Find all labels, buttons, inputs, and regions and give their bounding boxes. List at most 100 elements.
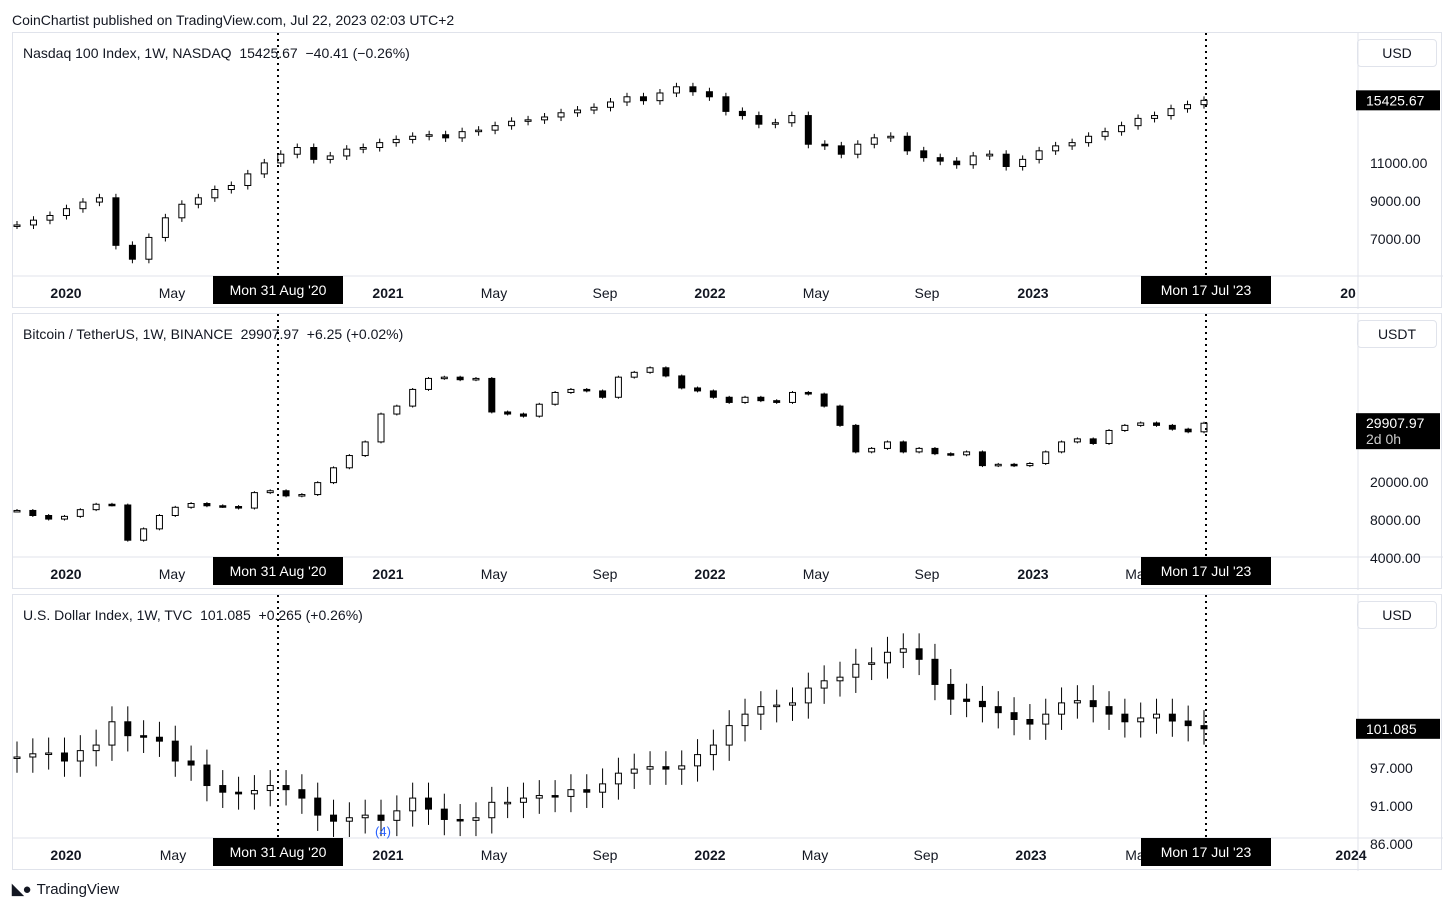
y-tick-label: 91.000 [1370,798,1413,814]
candle-body [29,219,37,226]
bitcoin-legend: Bitcoin / TetherUS, 1W, BINANCE 29907.97… [23,326,404,342]
candle-body [678,375,686,389]
candle-body [963,698,971,702]
candle-body [282,490,290,497]
candle-body [535,403,543,417]
candle-body [820,393,828,407]
candle-body [62,208,70,216]
bitcoin-chart-panel[interactable]: Bitcoin / TetherUS, 1W, BINANCE 29907.97… [12,313,1443,590]
candle-body [836,676,844,682]
candle-body [504,801,512,805]
candle-body [1184,104,1192,110]
candle-body [567,789,575,797]
candle-body [1026,718,1034,725]
x-tick-label: 2021 [372,847,403,863]
candle-body [76,509,84,517]
candle-body [852,424,860,453]
candle-body [266,785,274,792]
candle-body [298,494,306,497]
ideas-count-badge: (4) [375,824,391,839]
candle-body [915,648,923,660]
candle-body [440,808,448,820]
y-tick-label: 20000.00 [1370,474,1429,490]
candle-body [1151,115,1159,119]
last-price-tag [1356,413,1440,450]
nasdaq-chart-panel[interactable]: Nasdaq 100 Index, 1W, NASDAQ 15425.67 −4… [12,32,1443,309]
candle-body [1010,463,1018,467]
candle-body [709,744,717,756]
candle-body [1035,150,1043,160]
crosshair-date-tag [213,838,343,866]
last-price-tag [1356,718,1440,739]
candle-body [1118,125,1126,133]
x-tick-label: May [481,566,507,582]
candle-body [947,683,955,700]
candle-body [574,109,582,114]
crosshair-date-tag [1141,276,1271,304]
candle-body [883,651,891,664]
candle-body [393,810,401,821]
candle-body [630,371,638,378]
y-tick-label: 9000.00 [1370,193,1421,209]
candle-body [868,447,876,453]
crosshair-date-tag [213,557,343,585]
candle-body [409,797,417,812]
candle-body [551,391,559,405]
dxy-chart-panel[interactable]: U.S. Dollar Index, 1W, TVC 101.085 +0.26… [12,594,1443,871]
candle-body [29,509,37,517]
nasdaq-plot: 11000.00 9000.00 7000.00 2020 May Sep 2021 May S… [13,33,1443,309]
candle-body [694,387,702,392]
crosshair-date-label: Mon 31 Aug '20 [230,844,327,860]
candle-body [155,736,163,742]
x-tick-label: 20 [1340,285,1356,301]
x-tick-label: May [481,285,507,301]
candle-body [314,797,322,816]
candle-body [821,143,829,147]
candle-body [393,405,401,415]
x-tick-label: 2022 [694,847,725,863]
candle-body [630,768,638,774]
candle-body [1101,131,1109,137]
candle-body [440,376,448,380]
bitcoin-currency-button[interactable]: USDT [1357,320,1437,348]
crosshair-date-tag [213,276,343,304]
candle-body [266,490,274,494]
candle-body [583,388,591,392]
candle-body [607,101,614,108]
crosshair-date-label: Mon 17 Jul '23 [1161,563,1252,579]
candle-body [475,129,483,133]
x-tick-label: May [803,285,829,301]
candle-body [161,217,169,238]
candle-body [219,785,227,793]
x-tick-label: Sep [593,847,618,863]
x-tick-label: 2020 [50,566,81,582]
candle-body [1105,429,1113,444]
candle-body [343,148,351,157]
candle-body [689,86,697,93]
candle-body [994,706,1002,714]
candle-body [458,131,466,139]
candle-body [1184,720,1192,727]
dxy-currency-button[interactable]: USD [1357,601,1437,629]
last-price-label: 29907.97 [1366,415,1425,431]
candle-body [789,702,797,706]
candle-body [145,236,153,260]
candle-body [1200,422,1208,433]
candle-body [128,244,136,260]
candle-body [171,506,179,517]
candle-body [13,756,21,760]
candle-body [868,662,876,665]
candle-body [788,115,796,124]
candle-body [108,721,116,746]
last-price-tag [1356,90,1440,111]
x-tick-label: Ma [1125,566,1145,582]
candle-body [646,367,654,373]
candle-body [194,197,202,205]
candle-body [244,173,252,186]
footer: ◣● TradingView [12,880,120,899]
candle-body [1068,142,1076,147]
candle-body [662,367,670,377]
candle-body [260,162,268,175]
candle-body [535,795,543,799]
footer-brand[interactable]: TradingView [36,880,120,898]
